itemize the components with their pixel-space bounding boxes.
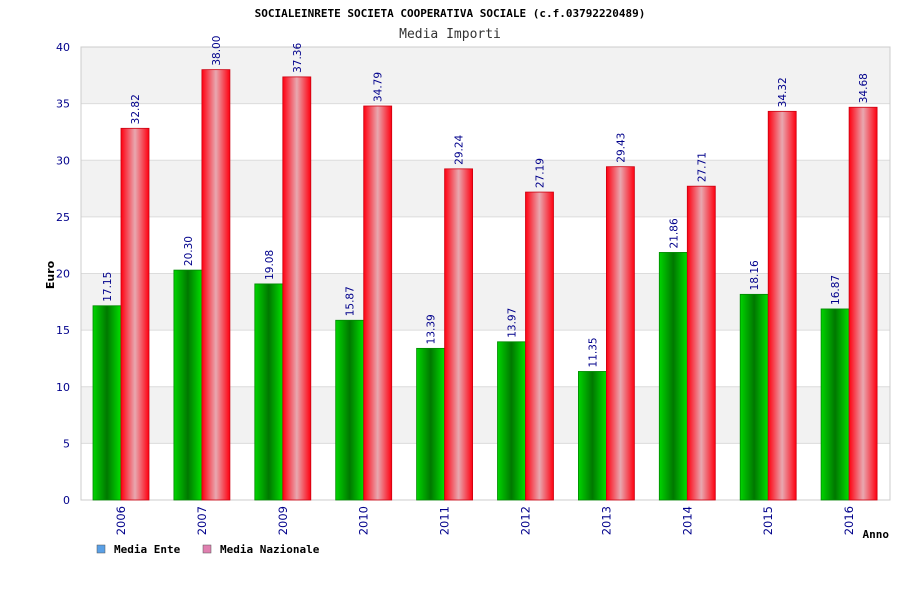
bar-media-nazionale-2016: [848, 106, 878, 501]
y-tick-label: 35: [56, 98, 70, 111]
data-label: 27.71: [696, 152, 708, 182]
data-label: 16.87: [830, 275, 842, 305]
bar-media-ente-2015: [739, 293, 769, 501]
x-tick-label: 2011: [438, 506, 452, 535]
bar-media-nazionale-2011: [444, 168, 474, 501]
data-label: 20.30: [183, 236, 195, 266]
data-label: 21.86: [668, 218, 680, 248]
data-label: 11.35: [587, 337, 599, 367]
bar-media-ente-2009: [254, 283, 284, 501]
x-tick-label: 2015: [761, 506, 775, 535]
bar-media-ente-2013: [578, 371, 607, 501]
bar-media-nazionale-2013: [606, 166, 635, 501]
y-tick-label: 0: [63, 494, 70, 507]
bar-media-nazionale-2006: [120, 127, 150, 501]
data-label: 34.79: [373, 72, 385, 102]
x-axis-ticks: 2006 2007 2009 2010 2011 2012 2013 2014 2015 2016: [114, 506, 856, 535]
data-label: 34.32: [777, 77, 789, 107]
x-tick-label: 2016: [842, 506, 856, 535]
x-tick-label: 2006: [114, 506, 128, 535]
bar-media-nazionale-2014: [686, 185, 716, 501]
bar-media-nazionale-2009: [282, 76, 312, 501]
bar-media-ente-2006: [92, 305, 122, 501]
bar-media-ente-2016: [820, 308, 850, 501]
x-tick-label: 2014: [680, 506, 694, 535]
y-axis-label: Euro: [44, 260, 57, 289]
legend: Media Ente Media Nazionale: [96, 543, 320, 556]
bars: [92, 69, 878, 501]
y-axis-ticks: 0 5 10 15 20 25 30 35 40: [56, 41, 70, 507]
data-label: 34.68: [858, 73, 870, 103]
data-label: 37.36: [292, 43, 304, 73]
legend-swatch: [96, 544, 106, 554]
bar-media-nazionale-2007: [201, 69, 231, 501]
x-tick-label: 2013: [599, 506, 613, 535]
bar-media-ente-2014: [658, 252, 688, 501]
data-label: 13.39: [426, 314, 438, 344]
data-label: 18.16: [749, 260, 761, 290]
bar-media-ente-2011: [416, 347, 446, 501]
bar-media-nazionale-2010: [363, 105, 393, 501]
x-tick-label: 2012: [519, 506, 533, 535]
chart-subtitle: Media Importi: [399, 27, 501, 42]
bar-media-nazionale-2012: [525, 191, 554, 501]
legend-entry: Media Ente: [114, 543, 181, 556]
chart-title: SOCIALEINRETE SOCIETA COOPERATIVA SOCIAL…: [255, 7, 646, 20]
x-tick-label: 2009: [276, 506, 290, 535]
y-tick-label: 15: [56, 324, 70, 337]
data-label: 29.24: [454, 134, 466, 164]
data-label: 32.82: [130, 94, 142, 124]
x-axis-label: Anno: [863, 528, 890, 541]
data-label: 29.43: [615, 133, 627, 163]
x-tick-label: 2007: [195, 506, 209, 535]
legend-swatch: [202, 544, 212, 554]
legend-entry: Media Nazionale: [220, 543, 320, 556]
y-tick-label: 5: [63, 437, 70, 450]
y-tick-label: 30: [56, 154, 70, 167]
bar-media-ente-2010: [335, 319, 365, 501]
plot-frame: [80, 46, 891, 501]
y-tick-label: 25: [56, 211, 70, 224]
x-tick-label: 2010: [357, 506, 371, 535]
bar-media-nazionale-2015: [767, 110, 797, 501]
y-tick-label: 40: [56, 41, 70, 54]
y-tick-label: 10: [56, 381, 70, 394]
data-label: 15.87: [345, 286, 357, 316]
data-label: 17.15: [102, 272, 114, 302]
bar-media-ente-2012: [497, 341, 526, 501]
bar-media-ente-2007: [173, 269, 203, 501]
data-label: 19.08: [264, 250, 276, 280]
data-label: 27.19: [535, 158, 547, 188]
y-tick-label: 20: [56, 268, 70, 281]
data-label: 38.00: [211, 36, 223, 66]
bar-labels: 17.15 32.82 20.30 38.00 19.08 37.36 15.87 34.79…: [102, 36, 870, 368]
data-label: 13.97: [507, 308, 519, 338]
